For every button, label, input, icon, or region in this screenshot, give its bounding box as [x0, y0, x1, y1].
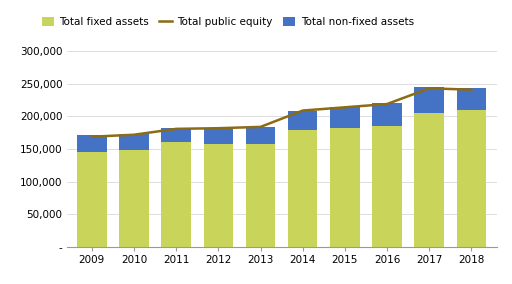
Total public equity: [426, 87, 432, 90]
Total public equity: [89, 135, 95, 138]
Bar: [246, 127, 275, 144]
Total public equity: [468, 88, 475, 91]
Bar: [204, 128, 233, 144]
Total public equity: [215, 126, 221, 130]
Legend: Total fixed assets, Total public equity, Total non-fixed assets: Total fixed assets, Total public equity,…: [37, 13, 418, 32]
Bar: [414, 113, 444, 247]
Bar: [77, 152, 106, 247]
Bar: [330, 106, 359, 128]
Total public equity: [258, 125, 264, 129]
Total public equity: [342, 106, 348, 109]
Bar: [204, 144, 233, 247]
Bar: [119, 134, 149, 151]
Total public equity: [131, 133, 137, 136]
Bar: [246, 144, 275, 247]
Bar: [330, 128, 359, 247]
Total public equity: [173, 127, 179, 131]
Bar: [457, 110, 486, 247]
Bar: [119, 151, 149, 247]
Line: Total public equity: Total public equity: [92, 88, 472, 137]
Bar: [161, 142, 191, 247]
Bar: [288, 111, 317, 130]
Bar: [161, 128, 191, 142]
Total public equity: [300, 109, 306, 112]
Bar: [372, 126, 402, 247]
Bar: [77, 135, 106, 152]
Bar: [457, 88, 486, 110]
Total public equity: [384, 102, 390, 106]
Bar: [288, 130, 317, 247]
Bar: [372, 103, 402, 126]
Bar: [414, 87, 444, 113]
